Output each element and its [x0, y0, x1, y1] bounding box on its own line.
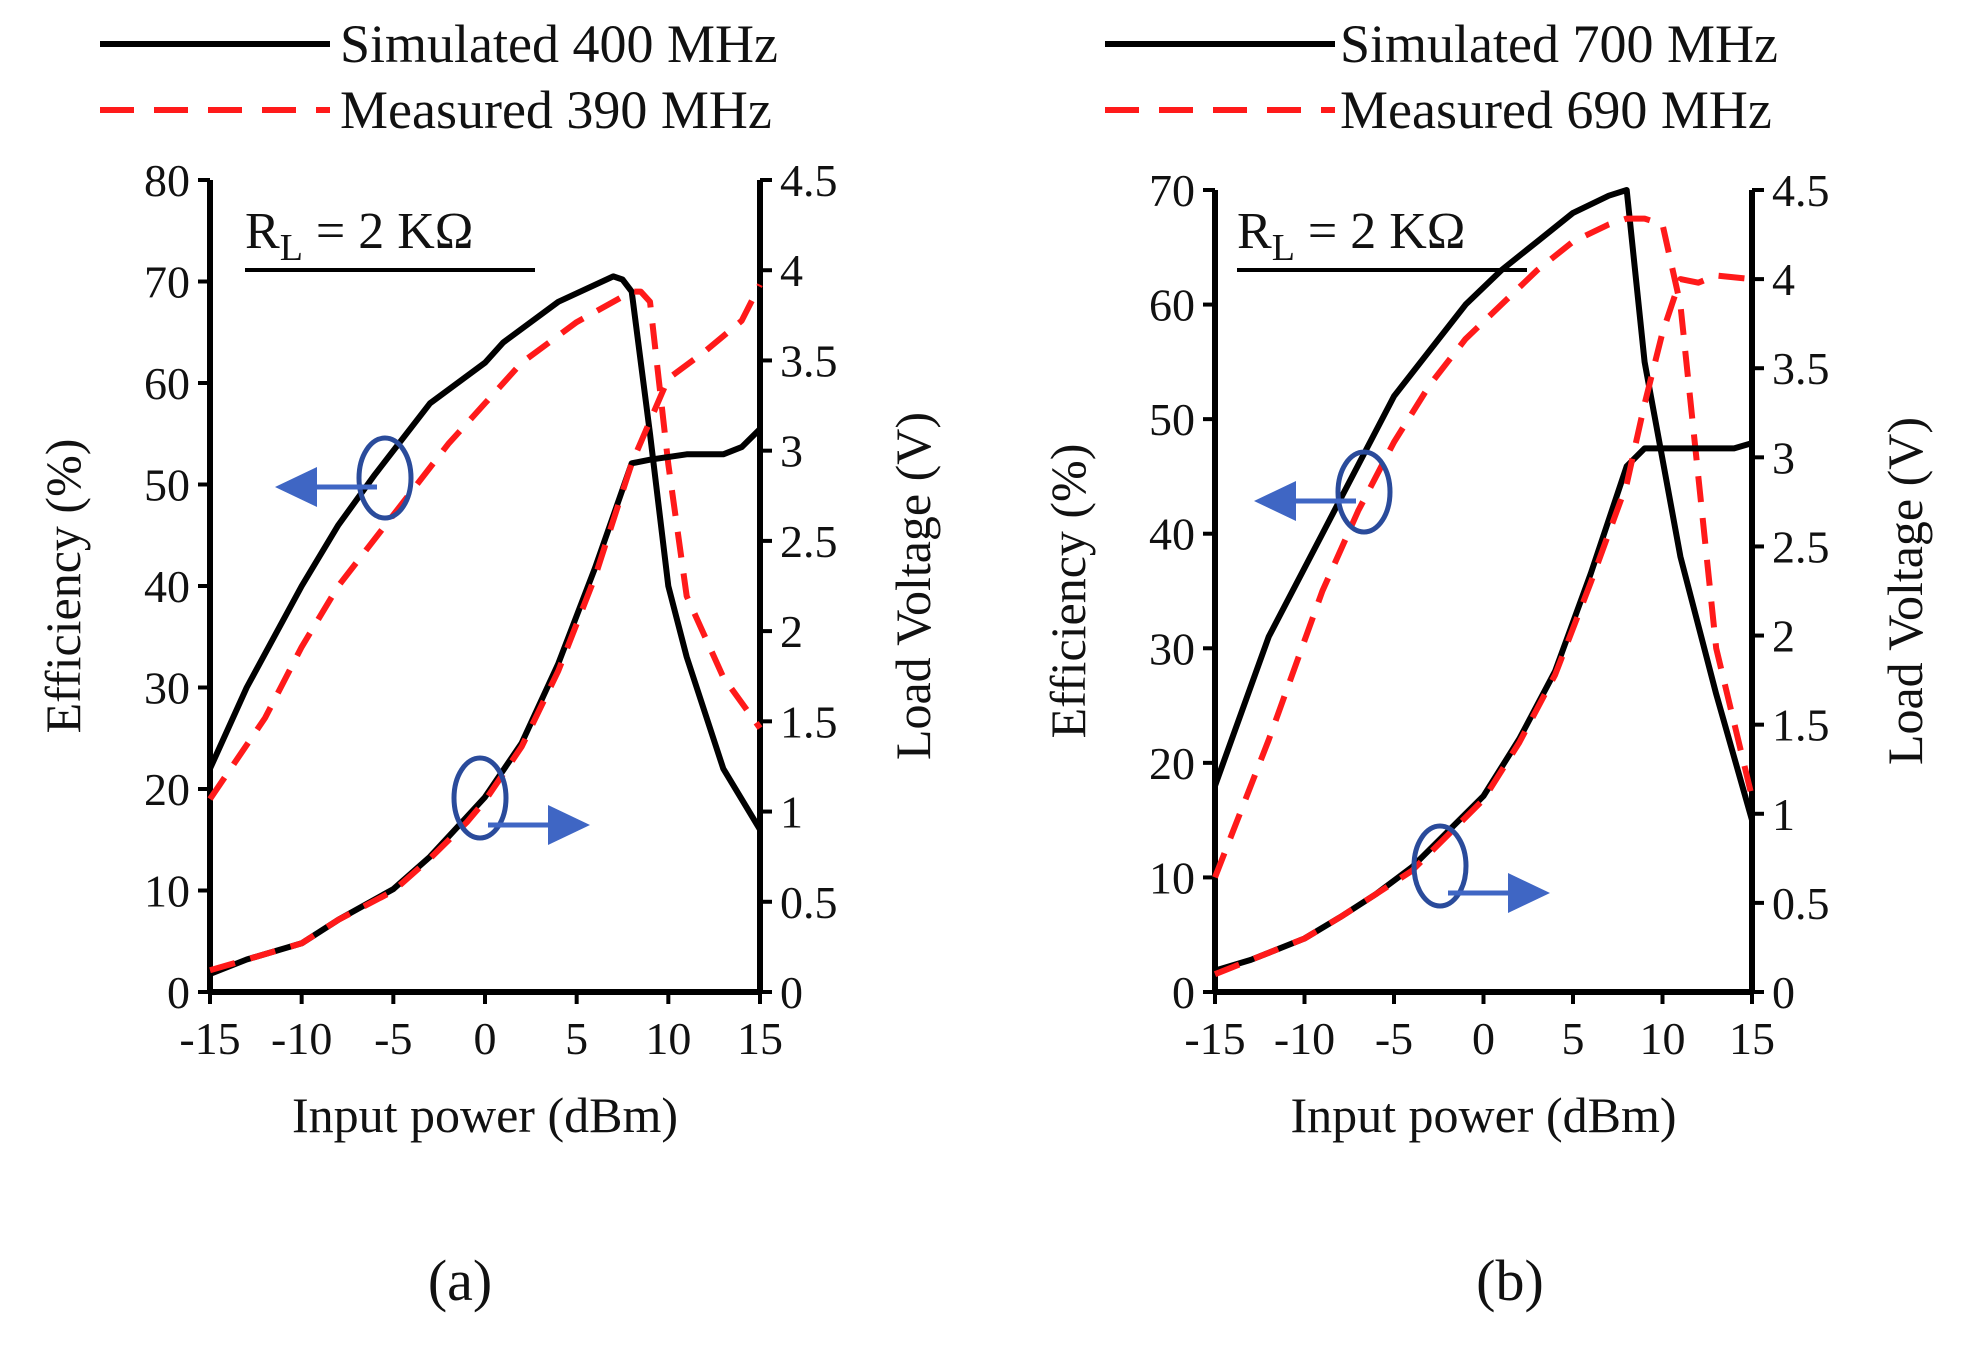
x-axis-label: Input power (dBm) [292, 1087, 678, 1143]
right-tick-label: 3.5 [1772, 343, 1830, 394]
left-tick-label: 70 [144, 257, 190, 308]
left-tick-label: 30 [144, 663, 190, 714]
load-resistance-annotation: RL = 2 KΩ [1237, 203, 1465, 269]
x-tick-label: -15 [179, 1013, 240, 1064]
efficiency-axis-marker [275, 435, 414, 521]
right-tick-label: 0 [1772, 967, 1795, 1018]
right-tick-label: 2 [780, 606, 803, 657]
left-tick-label: 70 [1149, 165, 1195, 216]
legend-label: Simulated 700 MHz [1340, 14, 1778, 74]
left-tick-label: 20 [144, 764, 190, 815]
legend-label: Simulated 400 MHz [340, 14, 778, 74]
legend-label: Measured 390 MHz [340, 80, 772, 140]
right-axis-label: Load Voltage (V) [1877, 417, 1933, 765]
left-tick-label: 50 [144, 460, 190, 511]
right-axis-label: Load Voltage (V) [885, 412, 941, 760]
left-tick-label: 40 [1149, 509, 1195, 560]
x-tick-label: -10 [1274, 1013, 1335, 1064]
right-tick-label: 2.5 [780, 516, 838, 567]
x-tick-label: 0 [1472, 1013, 1495, 1064]
right-tick-label: 1 [1772, 789, 1795, 840]
left-tick-label: 20 [1149, 738, 1195, 789]
left-tick-label: 10 [144, 866, 190, 917]
left-tick-label: 50 [1149, 394, 1195, 445]
right-tick-label: 3 [780, 426, 803, 477]
x-axis-label: Input power (dBm) [1290, 1087, 1676, 1143]
legend-label: Measured 690 MHz [1340, 80, 1772, 140]
left-tick-label: 0 [1172, 967, 1195, 1018]
x-tick-label: -5 [1375, 1013, 1413, 1064]
series-line-simulated-efficiency [207, 273, 763, 832]
right-tick-label: 4.5 [1772, 165, 1830, 216]
marker-ellipse [356, 435, 414, 521]
left-tick-label: 40 [144, 561, 190, 612]
x-tick-label: 10 [645, 1013, 691, 1064]
voltage-axis-marker [451, 755, 590, 845]
right-tick-label: 1.5 [1772, 700, 1830, 751]
x-tick-label: 0 [474, 1013, 497, 1064]
x-tick-label: -5 [374, 1013, 412, 1064]
x-tick-label: 15 [737, 1013, 783, 1064]
right-tick-label: 2.5 [1772, 521, 1830, 572]
left-tick-label: 60 [1149, 280, 1195, 331]
left-axis-label: Efficiency (%) [35, 439, 91, 734]
right-tick-label: 1.5 [780, 696, 838, 747]
arrow-left-icon [275, 467, 317, 507]
right-tick-label: 1 [780, 787, 803, 838]
left-tick-label: 30 [1149, 623, 1195, 674]
right-tick-label: 4.5 [780, 155, 838, 206]
series-line-measured-efficiency [1212, 215, 1755, 879]
left-tick-label: 10 [1149, 852, 1195, 903]
right-tick-label: 0.5 [1772, 878, 1830, 929]
left-tick-label: 60 [144, 358, 190, 409]
load-resistance-annotation: RL = 2 KΩ [245, 203, 473, 269]
marker-ellipse [451, 755, 509, 841]
efficiency-axis-marker [1254, 449, 1393, 535]
x-tick-label: 10 [1640, 1013, 1686, 1064]
series-line-measured-efficiency [207, 288, 763, 801]
left-axis-label: Efficiency (%) [1040, 444, 1096, 739]
marker-ellipse [1335, 449, 1393, 535]
arrow-right-icon [548, 805, 590, 845]
arrow-right-icon [1508, 873, 1550, 913]
panel-caption: (b) [1476, 1248, 1544, 1313]
right-tick-label: 0.5 [780, 877, 838, 928]
x-tick-label: 15 [1729, 1013, 1775, 1064]
panel-caption: (a) [428, 1248, 492, 1313]
right-tick-label: 2 [1772, 611, 1795, 662]
x-tick-label: -10 [271, 1013, 332, 1064]
x-tick-label: -15 [1184, 1013, 1245, 1064]
x-tick-label: 5 [1562, 1013, 1585, 1064]
voltage-axis-marker [1411, 823, 1550, 913]
right-tick-label: 3.5 [780, 335, 838, 386]
right-tick-label: 4 [780, 245, 803, 296]
left-tick-label: 0 [167, 967, 190, 1018]
series-line-measured-load-voltage [1213, 272, 1753, 977]
right-tick-label: 0 [780, 967, 803, 1018]
right-tick-label: 4 [1772, 254, 1795, 305]
x-tick-label: 5 [565, 1013, 588, 1064]
chart-panel-a: 0102030405060708000.511.522.533.544.5-15… [35, 14, 941, 1313]
right-tick-label: 3 [1772, 432, 1795, 483]
marker-ellipse [1411, 823, 1469, 909]
arrow-left-icon [1254, 481, 1296, 521]
series-line-measured-load-voltage [209, 283, 763, 974]
left-tick-label: 80 [144, 155, 190, 206]
